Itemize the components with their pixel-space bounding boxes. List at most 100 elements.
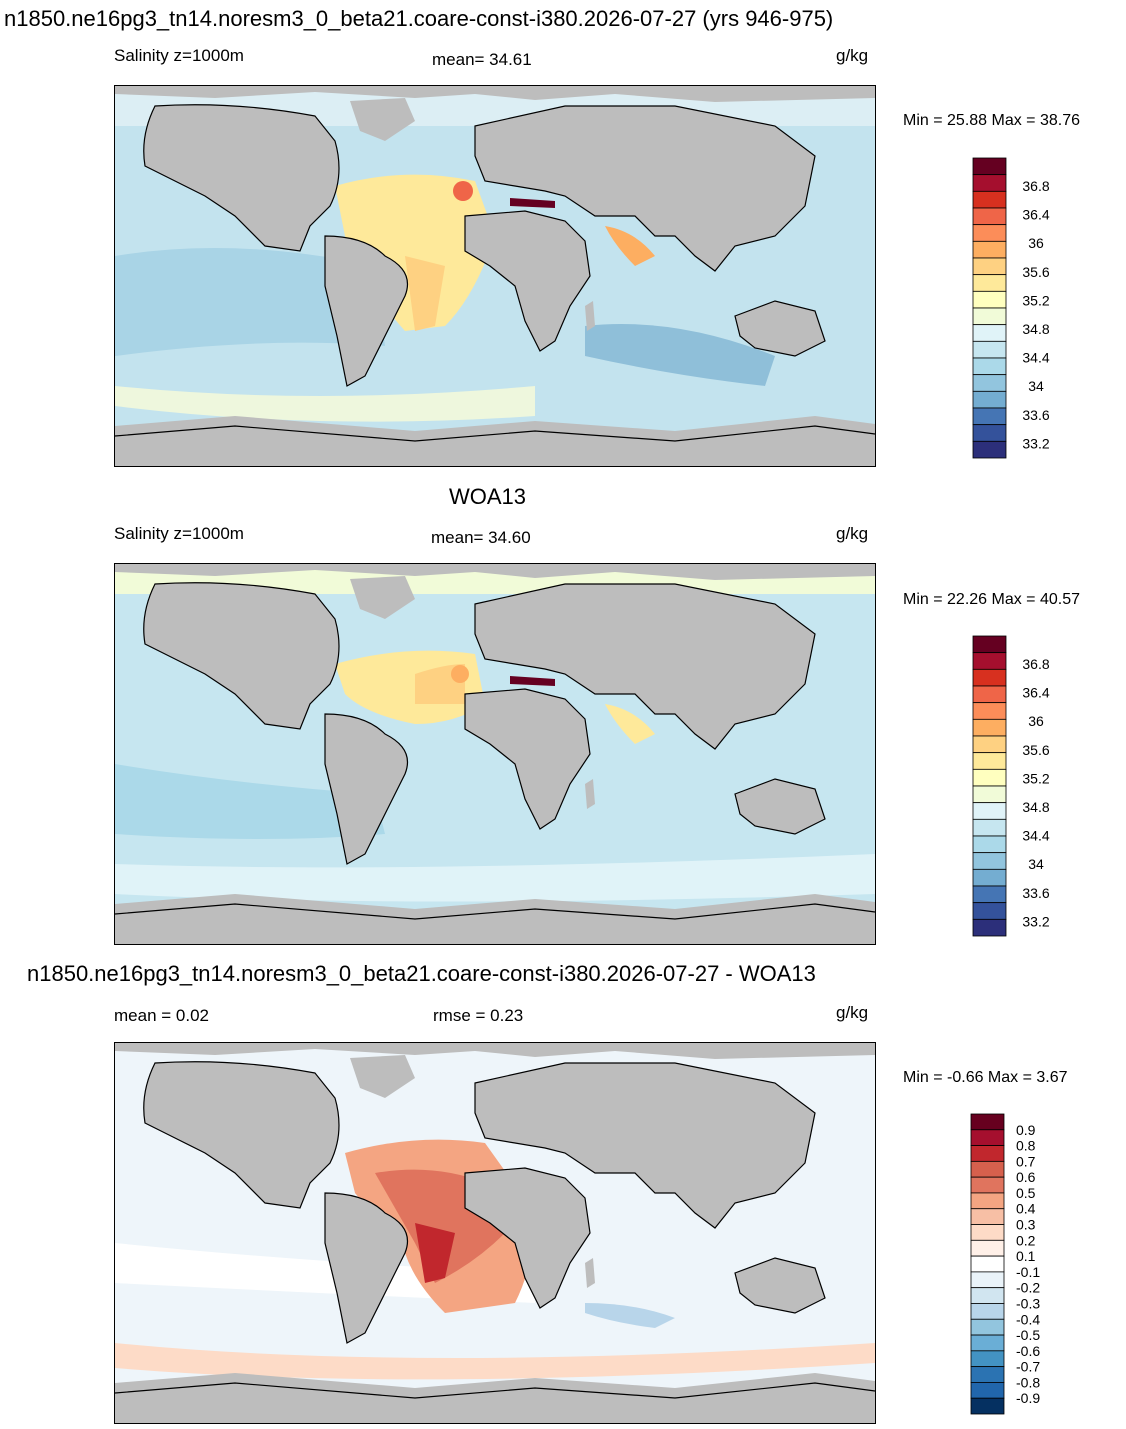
colorbar-swatch (972, 868, 1007, 887)
colorbar-swatch (972, 718, 1007, 737)
colorbar-tick-label: 0.3 (1016, 1217, 1036, 1233)
colorbar-swatch (970, 1208, 1005, 1225)
colorbar-tick-label: 35.2 (1022, 292, 1049, 308)
colorbar-tick-label: -0.9 (1016, 1390, 1040, 1406)
colorbar-swatch (972, 324, 1007, 342)
colorbar-swatch (972, 702, 1007, 720)
panel3-rmse-label: rmse = 0.23 (433, 1006, 524, 1025)
colorbar-swatch (972, 652, 1007, 670)
colorbar-swatch (972, 768, 1007, 787)
colorbar-tick-label: 0.2 (1016, 1232, 1036, 1248)
panel1-colorbar: 36.8 36.4 36 35.6 35.2 34.8 34.4 34 33.6 33.2 (972, 157, 1073, 460)
colorbar-swatch (972, 852, 1007, 870)
colorbar-swatch (972, 157, 1007, 176)
colorbar-tick-label: -0.2 (1016, 1280, 1040, 1296)
panel1-variable-label: Salinity z=1000m (114, 46, 244, 65)
panel1-colorbar-svg: 36.8 36.4 36 35.6 35.2 34.8 34.4 34 33.6 33.2 (972, 157, 1050, 459)
colorbar-swatch (970, 1334, 1005, 1352)
colorbar-swatch (972, 918, 1007, 937)
colorbar-tick-label: 35.6 (1022, 742, 1049, 758)
colorbar-swatch (972, 440, 1007, 459)
panel3-colorbar: 0.9 0.8 0.7 0.6 0.5 0.4 0.3 0.2 0.1 -0.1 -0.2 -0.3-… (970, 1113, 1071, 1416)
colorbar-tick-label: 34.4 (1022, 828, 1049, 844)
colorbar-tick-label: 34 (1028, 856, 1044, 872)
colorbar-tick-label: 0.5 (1016, 1185, 1036, 1201)
panel3-units-label: g/kg (836, 1003, 869, 1022)
colorbar-swatch (972, 357, 1007, 376)
colorbar-swatch (970, 1239, 1005, 1257)
colorbar-tick-label: 36 (1028, 713, 1044, 729)
colorbar-tick-label: 33.6 (1022, 885, 1049, 901)
colorbar-swatch (972, 424, 1007, 442)
colorbar-tick-label: 34.4 (1022, 350, 1049, 366)
colorbar-swatch (970, 1255, 1005, 1273)
colorbar-swatch (972, 207, 1007, 226)
colorbar-swatch (972, 902, 1007, 920)
panel1-units-label: g/kg (836, 46, 869, 65)
colorbar-swatch (972, 390, 1007, 409)
colorbar-swatch (970, 1303, 1005, 1320)
colorbar-tick-label: 0.7 (1016, 1153, 1036, 1169)
colorbar-tick-label: 33.2 (1022, 435, 1049, 451)
colorbar-swatch (970, 1145, 1005, 1162)
colorbar-swatch (972, 885, 1007, 904)
colorbar-swatch (972, 785, 1007, 804)
colorbar-swatch (970, 1160, 1005, 1178)
colorbar-swatch (970, 1366, 1005, 1383)
panel2-mean-label: mean= 34.60 (431, 528, 531, 547)
colorbar-swatch (972, 835, 1007, 854)
panel2-minmax-label: Min = 22.26 Max = 40.57 (903, 591, 1080, 608)
colorbar-swatch (972, 274, 1007, 292)
colorbar-swatch (970, 1382, 1005, 1399)
colorbar-swatch (972, 340, 1007, 359)
colorbar-tick-label: 36.4 (1022, 685, 1049, 701)
colorbar-tick-label: -0.4 (1016, 1311, 1040, 1327)
panel3-title: n1850.ne16pg3_tn14.noresm3_0_beta21.coar… (27, 961, 816, 986)
colorbar-tick-label: 0.6 (1016, 1169, 1036, 1185)
colorbar-swatch (972, 240, 1007, 259)
colorbar-tick-label: 36.8 (1022, 178, 1049, 194)
colorbar-swatch (972, 818, 1007, 837)
colorbar-tick-label: -0.1 (1016, 1264, 1040, 1280)
colorbar-swatch (972, 374, 1007, 392)
panel2-map (114, 563, 876, 945)
colorbar-tick-label: 36.8 (1022, 656, 1049, 672)
panel3-colorbar-svg: 0.90.80.70.60.50.40.30.20.1-0.1-0.2-0.3-… (970, 1113, 1040, 1415)
colorbar-swatch (972, 257, 1007, 276)
colorbar-tick-label: 34.8 (1022, 799, 1049, 815)
colorbar-tick-label: 33.6 (1022, 407, 1049, 423)
colorbar-swatch (972, 190, 1007, 209)
colorbar-swatch (972, 735, 1007, 754)
panel2-colorbar-svg: 36.8 36.4 36 35.6 35.2 34.8 34.4 34 33.6 33.2 (972, 635, 1050, 937)
colorbar-swatch (970, 1224, 1005, 1241)
colorbar-tick-label: 0.1 (1016, 1248, 1036, 1264)
colorbar-tick-label: 0.9 (1016, 1122, 1036, 1138)
colorbar-tick-label: 35.2 (1022, 770, 1049, 786)
panel2-units-label: g/kg (836, 524, 869, 543)
colorbar-swatch (970, 1287, 1005, 1304)
colorbar-swatch (970, 1176, 1005, 1194)
colorbar-swatch (970, 1129, 1005, 1146)
panel1-map (114, 85, 876, 467)
colorbar-swatch (972, 635, 1007, 654)
colorbar-tick-label: 34.8 (1022, 321, 1049, 337)
panel3-mean-label: mean = 0.02 (114, 1006, 209, 1025)
panel2-variable-label: Salinity z=1000m (114, 524, 244, 543)
colorbar-swatch (972, 174, 1007, 192)
figure-title: n1850.ne16pg3_tn14.noresm3_0_beta21.coar… (4, 6, 834, 31)
colorbar-swatch (972, 290, 1007, 309)
colorbar-swatch (972, 685, 1007, 704)
colorbar-swatch (970, 1271, 1005, 1289)
colorbar-swatch (970, 1397, 1005, 1415)
panel1-minmax-label: Min = 25.88 Max = 38.76 (903, 112, 1080, 129)
colorbar-swatch (972, 307, 1007, 326)
colorbar-swatch (972, 224, 1007, 242)
colorbar-tick-label: 33.2 (1022, 913, 1049, 929)
colorbar-tick-label: -0.5 (1016, 1327, 1040, 1343)
colorbar-tick-label: 34 (1028, 378, 1044, 394)
colorbar-tick-label: 36 (1028, 235, 1044, 251)
colorbar-tick-label: -0.3 (1016, 1295, 1040, 1311)
colorbar-swatch (970, 1350, 1005, 1368)
colorbar-swatch (972, 668, 1007, 687)
colorbar-swatch (972, 802, 1007, 820)
